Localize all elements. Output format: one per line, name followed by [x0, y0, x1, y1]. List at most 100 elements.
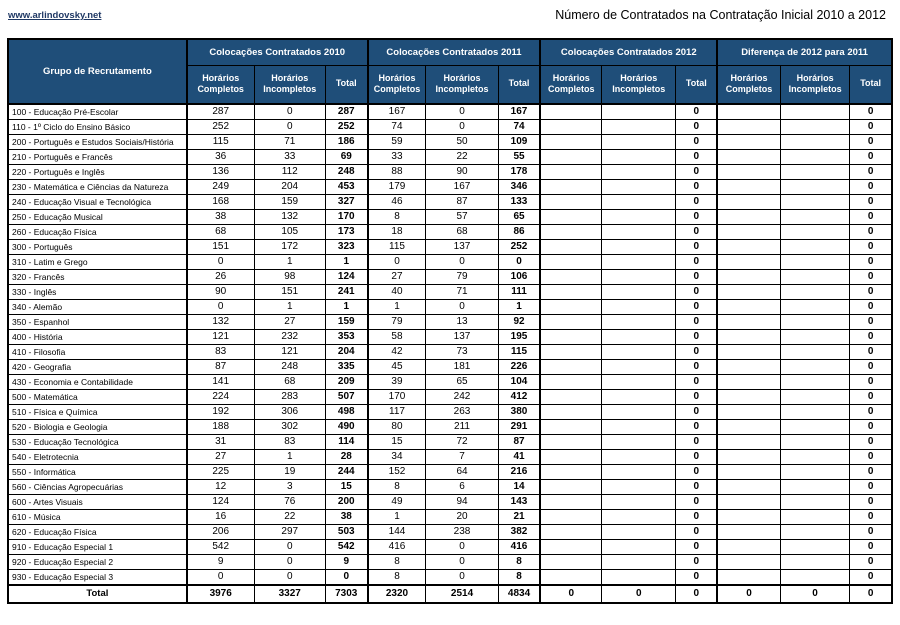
value-cell	[601, 149, 677, 165]
row-label-cell: 340 - Alemão	[7, 299, 188, 315]
value-cell: 59	[366, 134, 427, 150]
value-cell	[539, 194, 603, 210]
value-cell	[601, 194, 677, 210]
value-cell: 38	[324, 509, 369, 525]
value-cell	[779, 239, 851, 255]
row-label-cell: 260 - Educação Física	[7, 224, 188, 240]
value-cell	[779, 404, 851, 420]
value-cell	[779, 164, 851, 180]
group-header-diferenca: Diferença de 2012 para 2011	[716, 38, 893, 66]
value-cell: 33	[253, 149, 326, 165]
value-cell	[779, 554, 851, 570]
value-cell: 144	[366, 524, 427, 540]
value-cell	[539, 359, 603, 375]
value-cell: 90	[425, 164, 499, 180]
value-cell: 188	[185, 419, 255, 435]
value-cell: 136	[185, 164, 255, 180]
value-cell: 0	[849, 509, 893, 525]
value-cell	[779, 434, 851, 450]
value-cell: 0	[675, 209, 718, 225]
value-cell: 1	[324, 299, 369, 315]
value-cell: 170	[324, 209, 369, 225]
site-link[interactable]: www.arlindovsky.net	[8, 10, 102, 21]
value-cell: 124	[324, 269, 369, 285]
value-cell: 21	[497, 509, 541, 525]
value-cell	[539, 239, 603, 255]
value-cell: 27	[253, 314, 326, 330]
value-cell: 49	[366, 494, 427, 510]
value-cell: 1	[253, 299, 326, 315]
value-cell: 0	[849, 209, 893, 225]
value-cell: 36	[185, 149, 255, 165]
value-cell: 181	[425, 359, 499, 375]
value-cell: 306	[253, 404, 326, 420]
value-cell: 507	[324, 389, 369, 405]
value-cell: 159	[253, 194, 326, 210]
value-cell	[716, 134, 781, 150]
value-cell	[539, 284, 603, 300]
value-cell	[601, 509, 677, 525]
value-cell: 2514	[425, 584, 499, 604]
value-cell: 115	[185, 134, 255, 150]
value-cell	[539, 149, 603, 165]
value-cell: 335	[324, 359, 369, 375]
value-cell: 178	[497, 164, 541, 180]
value-cell	[601, 449, 677, 465]
value-cell	[716, 449, 781, 465]
value-cell	[601, 314, 677, 330]
value-cell: 287	[185, 103, 255, 120]
value-cell: 0	[425, 569, 499, 586]
value-cell: 416	[497, 539, 541, 555]
value-cell: 0	[185, 299, 255, 315]
value-cell: 0	[849, 194, 893, 210]
value-cell: 542	[185, 539, 255, 555]
value-cell	[601, 179, 677, 195]
value-cell	[779, 299, 851, 315]
value-cell: 0	[849, 359, 893, 375]
value-cell: 0	[849, 329, 893, 345]
row-label-cell: 220 - Português e Inglês	[7, 164, 188, 180]
value-cell	[601, 284, 677, 300]
value-cell: 1	[324, 254, 369, 270]
value-cell: 65	[497, 209, 541, 225]
value-cell: 151	[253, 284, 326, 300]
value-cell: 6	[425, 479, 499, 495]
row-label-cell: 350 - Espanhol	[7, 314, 188, 330]
value-cell: 109	[497, 134, 541, 150]
value-cell: 4834	[497, 584, 541, 604]
value-cell: 0	[324, 569, 369, 586]
row-label-cell: 310 - Latim e Grego	[7, 254, 188, 270]
value-cell: 83	[253, 434, 326, 450]
value-cell: 90	[185, 284, 255, 300]
value-cell: 226	[497, 359, 541, 375]
value-cell	[716, 554, 781, 570]
value-cell: 0	[366, 254, 427, 270]
value-cell: 490	[324, 419, 369, 435]
value-cell: 0	[675, 494, 718, 510]
value-cell: 382	[497, 524, 541, 540]
table-row: 220 - Português e Inglês 136 112 248 88 90 178…	[7, 164, 893, 180]
value-cell: 124	[185, 494, 255, 510]
value-cell: 0	[849, 224, 893, 240]
value-cell: 115	[366, 239, 427, 255]
value-cell: 0	[849, 539, 893, 555]
value-cell: 12	[185, 479, 255, 495]
value-cell: 346	[497, 179, 541, 195]
value-cell: 9	[324, 554, 369, 570]
value-cell	[601, 344, 677, 360]
value-cell	[539, 494, 603, 510]
value-cell	[716, 224, 781, 240]
value-cell: 0	[675, 149, 718, 165]
value-cell: 50	[425, 134, 499, 150]
value-cell	[716, 374, 781, 390]
value-cell: 167	[497, 103, 541, 120]
row-label-cell: 600 - Artes Visuais	[7, 494, 188, 510]
value-cell	[601, 554, 677, 570]
value-cell	[601, 254, 677, 270]
value-cell	[779, 179, 851, 195]
value-cell: 27	[366, 269, 427, 285]
value-cell: 167	[425, 179, 499, 195]
value-cell: 287	[324, 103, 369, 120]
value-cell: 0	[849, 284, 893, 300]
value-cell	[601, 569, 677, 586]
